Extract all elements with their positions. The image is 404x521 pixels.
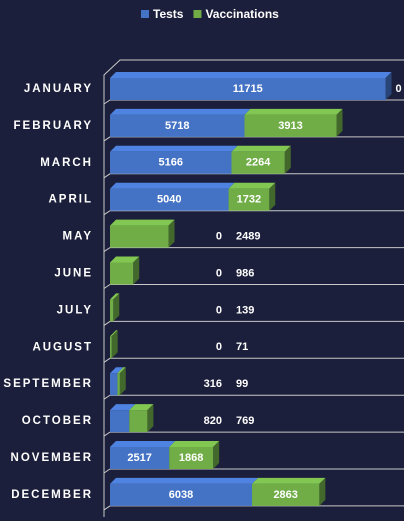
value-label: 0 bbox=[216, 341, 222, 353]
bar-top bbox=[252, 477, 326, 484]
bar bbox=[228, 188, 270, 211]
bar-side bbox=[113, 293, 120, 322]
legend-swatch bbox=[141, 10, 149, 18]
bar-side bbox=[213, 441, 220, 469]
plot-frame bbox=[103, 59, 404, 517]
y-tick-label: APRIL bbox=[49, 194, 94, 206]
bar-top bbox=[110, 441, 176, 447]
value-label: 2264 bbox=[246, 157, 271, 169]
bar bbox=[110, 262, 134, 285]
bar-top bbox=[228, 182, 276, 189]
bar-side bbox=[111, 330, 118, 359]
bar-top bbox=[110, 182, 235, 189]
bar-top bbox=[169, 441, 220, 447]
value-label: 5166 bbox=[159, 157, 183, 169]
value-label: 11715 bbox=[233, 83, 263, 95]
bar bbox=[244, 114, 337, 137]
bar bbox=[110, 188, 229, 211]
value-label: 6038 bbox=[169, 489, 193, 501]
bar-top bbox=[244, 108, 343, 115]
value-label: 2863 bbox=[273, 489, 297, 501]
value-label: 0 bbox=[396, 83, 402, 95]
bar bbox=[110, 114, 245, 137]
value-label: 2489 bbox=[236, 231, 260, 243]
value-label: 0 bbox=[216, 267, 222, 279]
bar bbox=[110, 447, 170, 469]
bar bbox=[252, 483, 320, 506]
bar bbox=[117, 373, 120, 396]
bar-top bbox=[110, 477, 259, 484]
bar-top bbox=[110, 145, 238, 152]
value-label: 820 bbox=[204, 415, 222, 427]
bar-top bbox=[110, 72, 392, 78]
value-label: 71 bbox=[236, 341, 248, 353]
bar-top bbox=[110, 293, 120, 300]
value-label: 2517 bbox=[127, 452, 151, 464]
value-label: 986 bbox=[236, 267, 254, 279]
y-tick-label: NOVEMBER bbox=[11, 452, 93, 464]
value-label: 5718 bbox=[165, 120, 189, 132]
y-tick-label: JANUARY bbox=[24, 83, 93, 95]
y-tick-label: DECEMBER bbox=[11, 489, 93, 501]
bar bbox=[110, 336, 112, 359]
value-label: 139 bbox=[236, 304, 254, 316]
bar-top bbox=[110, 256, 140, 263]
y-tick-label: MAY bbox=[63, 231, 94, 243]
bar bbox=[110, 483, 253, 506]
value-label: 1732 bbox=[237, 194, 261, 206]
bar bbox=[110, 299, 114, 322]
bar-side bbox=[336, 108, 343, 137]
bar bbox=[169, 447, 214, 469]
bar bbox=[110, 225, 169, 248]
value-label: 316 bbox=[204, 378, 222, 390]
bar-side bbox=[119, 367, 126, 396]
value-label: 769 bbox=[236, 415, 254, 427]
bar-side bbox=[284, 145, 291, 174]
legend-label: Tests bbox=[153, 7, 184, 21]
bar-side bbox=[319, 477, 326, 506]
bar bbox=[110, 78, 386, 100]
value-label: 3913 bbox=[278, 120, 302, 132]
bar-top bbox=[231, 145, 291, 152]
bar-top bbox=[110, 108, 251, 115]
bar-side bbox=[133, 256, 140, 285]
legend-label: Vaccinations bbox=[205, 7, 279, 21]
bar-top bbox=[129, 404, 154, 411]
legend-swatch bbox=[193, 10, 202, 18]
y-tick-label: OCTOBER bbox=[22, 415, 93, 427]
bar-top bbox=[117, 367, 126, 374]
value-label: 0 bbox=[216, 231, 222, 243]
y-tick-label: AUGUST bbox=[32, 341, 93, 353]
value-label: 1868 bbox=[179, 452, 203, 464]
y-tick-label: SEPTEMBER bbox=[3, 378, 93, 390]
y-tick-label: JUNE bbox=[54, 268, 93, 280]
y-tick-label: FEBRUARY bbox=[14, 120, 93, 132]
value-label: 0 bbox=[216, 304, 222, 316]
bar-side bbox=[385, 72, 392, 100]
bar bbox=[110, 410, 130, 433]
bar bbox=[231, 151, 285, 174]
y-tick-label: MARCH bbox=[40, 157, 93, 169]
bar-side bbox=[269, 182, 276, 211]
value-label: 99 bbox=[236, 378, 248, 390]
bar bbox=[129, 410, 148, 433]
bar-top bbox=[110, 219, 175, 226]
y-tick-label: JULY bbox=[57, 304, 93, 316]
bar-top bbox=[110, 404, 136, 411]
bar bbox=[110, 373, 118, 396]
bar-side bbox=[147, 404, 154, 433]
bar bbox=[110, 151, 232, 174]
bar-top bbox=[110, 330, 118, 337]
bar-side bbox=[168, 219, 175, 248]
value-label: 5040 bbox=[157, 194, 181, 206]
bar-top bbox=[110, 367, 124, 374]
